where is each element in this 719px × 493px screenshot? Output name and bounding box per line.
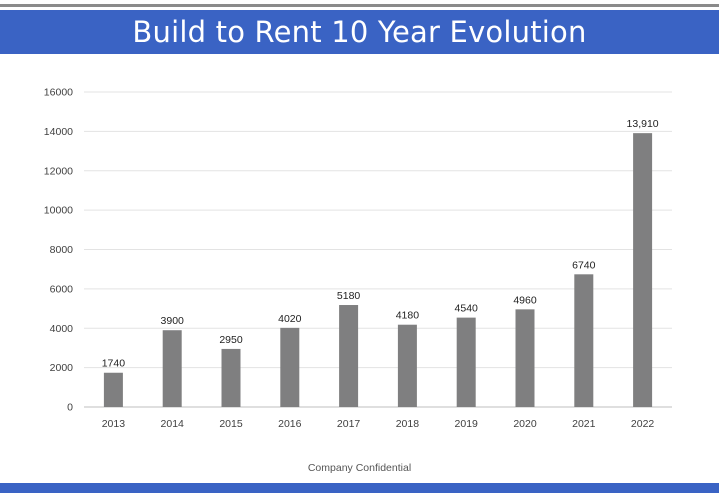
- bottom-band: [0, 483, 719, 493]
- data-label: 1740: [102, 358, 126, 370]
- data-label: 13,910: [627, 118, 659, 130]
- bar: [162, 330, 182, 407]
- footer-confidential: Company Confidential: [307, 462, 412, 474]
- y-tick-label: 4000: [50, 323, 74, 335]
- x-tick-label: 2021: [572, 418, 596, 430]
- data-label: 4540: [455, 303, 479, 315]
- x-tick-label: 2014: [161, 418, 185, 430]
- bar: [515, 309, 535, 407]
- y-tick-label: 2000: [50, 362, 74, 374]
- bar: [103, 372, 123, 407]
- bar: [574, 274, 594, 407]
- data-label: 6740: [572, 259, 596, 271]
- x-tick-label: 2018: [396, 418, 420, 430]
- y-tick-label: 10000: [44, 205, 73, 217]
- data-label: 5180: [337, 290, 361, 302]
- y-tick-label: 12000: [44, 165, 73, 177]
- y-tick-label: 0: [67, 402, 73, 414]
- y-tick-label: 8000: [50, 244, 74, 256]
- data-label: 4180: [396, 310, 420, 322]
- page-title: Build to Rent 10 Year Evolution: [132, 15, 587, 49]
- data-label: 3900: [161, 315, 185, 327]
- x-tick-label: 2015: [219, 418, 243, 430]
- data-label: 2950: [219, 334, 243, 346]
- bar: [633, 133, 653, 407]
- top-rule: [0, 4, 719, 7]
- x-tick-label: 2013: [102, 418, 126, 430]
- bar: [221, 348, 241, 407]
- y-tick-label: 16000: [44, 87, 73, 99]
- x-tick-label: 2017: [337, 418, 361, 430]
- x-tick-label: 2020: [513, 418, 537, 430]
- bar: [339, 305, 359, 407]
- title-banner: Build to Rent 10 Year Evolution: [0, 10, 719, 54]
- bar: [280, 327, 300, 407]
- y-tick-label: 14000: [44, 126, 73, 138]
- x-tick-label: 2022: [631, 418, 655, 430]
- y-tick-label: 6000: [50, 283, 74, 295]
- data-label: 4020: [278, 313, 302, 325]
- data-label: 4960: [513, 294, 537, 306]
- bar: [456, 317, 476, 407]
- bar: [397, 324, 417, 407]
- x-tick-label: 2019: [455, 418, 479, 430]
- x-tick-label: 2016: [278, 418, 302, 430]
